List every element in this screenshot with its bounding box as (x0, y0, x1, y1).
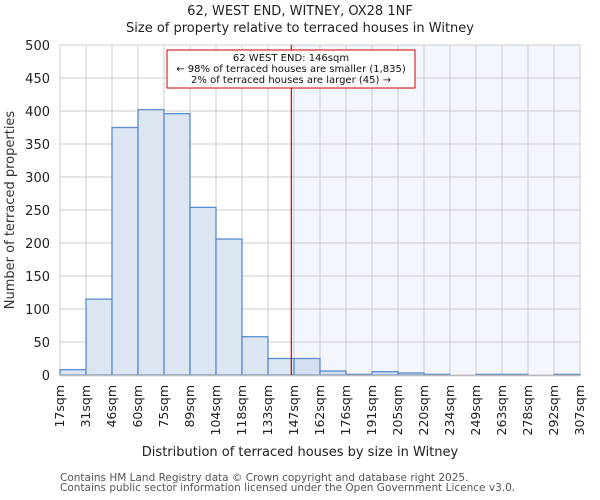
histogram-bar (293, 357, 321, 376)
histogram-bar (397, 372, 425, 376)
x-tick-label: 133sqm (260, 385, 275, 435)
histogram-bar (371, 371, 399, 376)
histogram-bar (241, 336, 269, 376)
y-tick-label: 300 (25, 171, 50, 186)
y-tick-label: 250 (25, 204, 50, 219)
annotation-text-line: ← 98% of terraced houses are smaller (1,… (176, 64, 406, 75)
y-tick-label: 450 (25, 72, 50, 87)
x-tick-label: 292sqm (546, 385, 561, 435)
annotation-text-line: 62 WEST END: 146sqm (233, 53, 349, 64)
histogram-bar (319, 370, 347, 376)
x-tick-label: 89sqm (182, 385, 197, 428)
x-tick-label: 147sqm (286, 385, 301, 435)
y-tick-label: 150 (25, 270, 50, 285)
y-tick-label: 100 (25, 303, 50, 318)
x-tick-label: 263sqm (494, 385, 509, 435)
annotation-text-line: 2% of terraced houses are larger (45) → (191, 75, 391, 86)
histogram-bar (111, 126, 139, 376)
chart-title: 62, WEST END, WITNEY, OX28 1NF (187, 4, 413, 19)
x-tick-label: 31sqm (78, 385, 93, 428)
y-tick-label: 400 (25, 105, 50, 120)
x-tick-label: 104sqm (208, 385, 223, 435)
x-tick-label: 205sqm (390, 385, 405, 435)
x-tick-label: 176sqm (338, 385, 353, 435)
histogram-bar (215, 238, 243, 376)
x-tick-label: 162sqm (312, 385, 327, 435)
footer-line-2: Contains public sector information licen… (60, 482, 516, 494)
histogram-bar (267, 357, 295, 376)
histogram-bar (189, 206, 217, 376)
x-tick-label: 118sqm (234, 385, 249, 435)
y-tick-label: 50 (33, 336, 50, 351)
x-tick-label: 17sqm (52, 385, 67, 428)
y-tick-label: 350 (25, 138, 50, 153)
histogram-bar (85, 298, 113, 376)
y-axis-label: Number of terraced properties (3, 111, 18, 310)
attribution-footer: Contains HM Land Registry data © Crown c… (60, 472, 516, 494)
x-tick-label: 234sqm (442, 385, 457, 435)
x-tick-label: 75sqm (156, 385, 171, 428)
x-tick-label: 307sqm (572, 385, 587, 435)
x-tick-label: 191sqm (364, 385, 379, 435)
y-tick-label: 500 (25, 39, 50, 54)
x-tick-label: 249sqm (468, 385, 483, 435)
y-tick-label: 200 (25, 237, 50, 252)
histogram-bar (137, 109, 165, 376)
histogram-bar (59, 369, 87, 376)
annotation-box (166, 49, 416, 89)
x-tick-label: 60sqm (130, 385, 145, 428)
y-tick-label: 0 (42, 369, 50, 384)
x-tick-label: 278sqm (520, 385, 535, 435)
x-tick-label: 220sqm (416, 385, 431, 435)
histogram-bar (163, 112, 191, 376)
x-tick-label: 46sqm (104, 385, 119, 428)
footer-line-1: Contains HM Land Registry data © Crown c… (60, 472, 469, 484)
x-axis-label: Distribution of terraced houses by size … (141, 445, 459, 460)
chart-subtitle: Size of property relative to terraced ho… (126, 21, 474, 36)
